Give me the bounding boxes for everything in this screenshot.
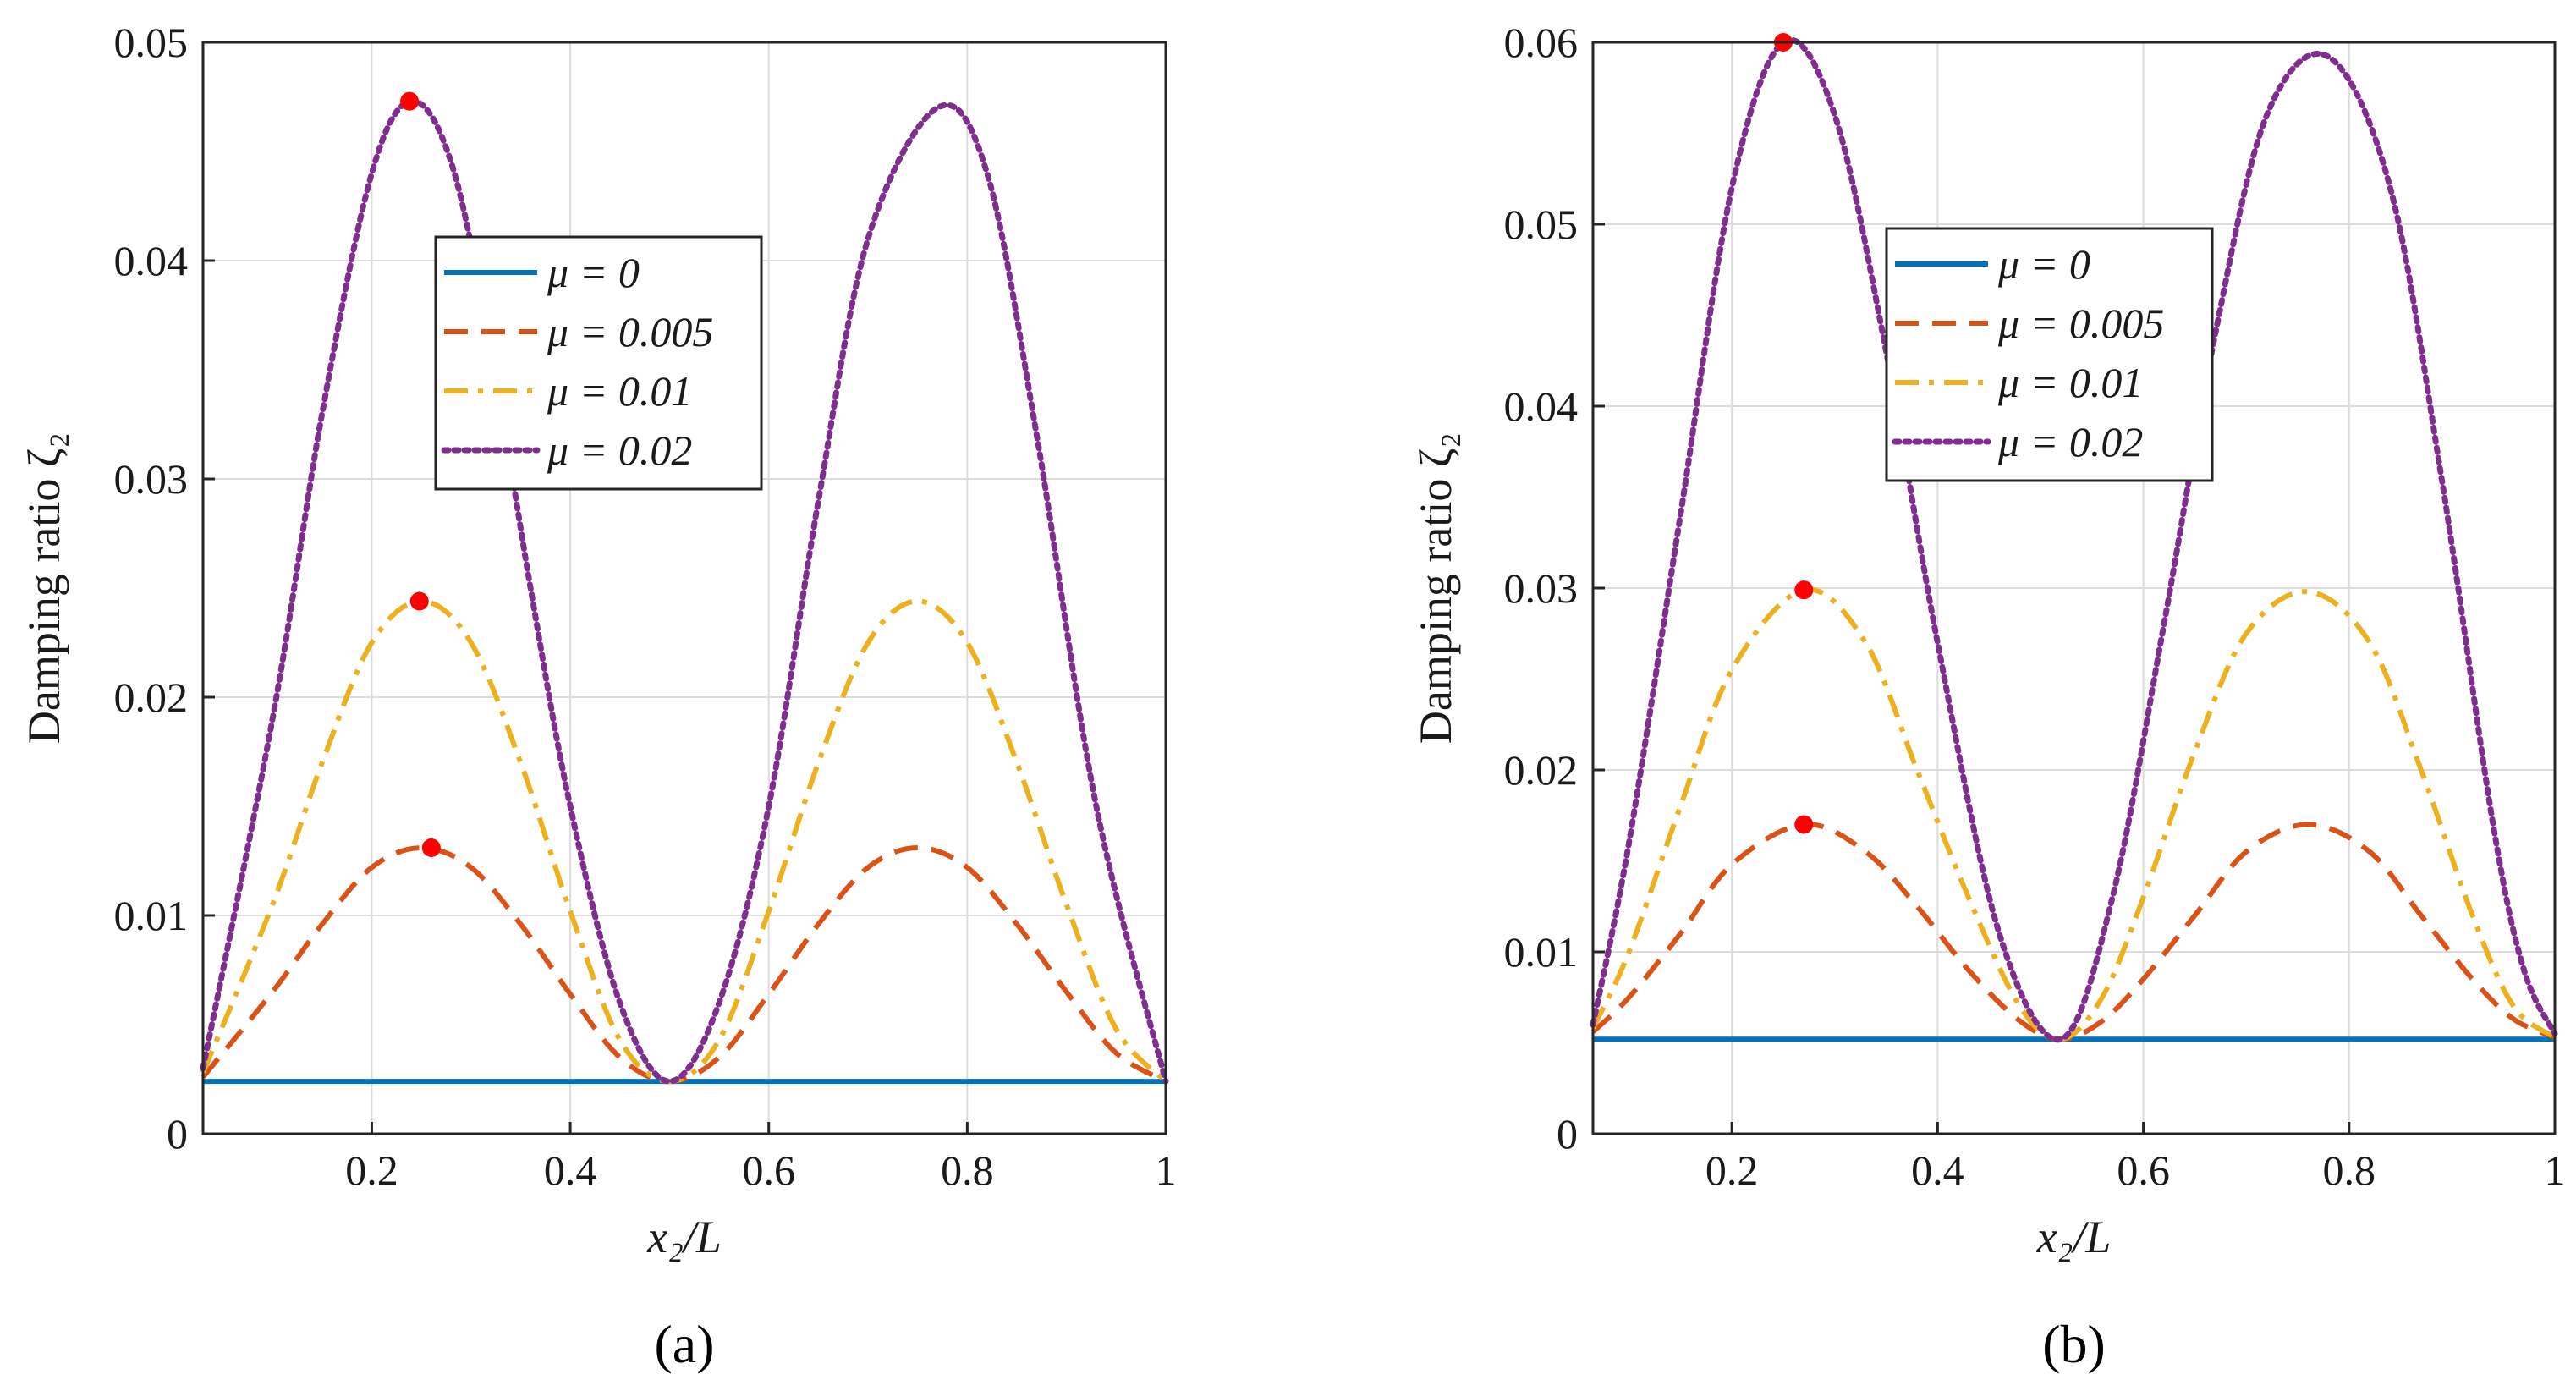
x-tick-label: 0.2 [1705,1146,1759,1194]
legend-entry-label: μ = 0.005 [1997,300,2164,347]
x-tick-label: 1 [1156,1146,1177,1194]
peak-marker [1794,815,1814,834]
chart-panel-b: 0.2 0.4 0.6 0.8 1 0 0.01 0.02 0.03 0.04 0.05 0.06 x… [1410,19,2566,1374]
y-tick-label: 0.06 [1504,19,1579,66]
x-tick-label: 0.4 [544,1146,597,1194]
grid-a [203,41,1167,1135]
peak-marker [400,91,420,111]
x-axis-label-a: x₂/L [646,1212,722,1262]
legend-entry-label: μ = 0 [547,249,640,296]
peak-marker [1794,580,1814,600]
legend-a: μ = 0 μ = 0.005 μ = 0.01 μ = 0.02 [434,235,763,491]
legend-entry-label: μ = 0.005 [547,308,713,355]
legend-entry-label: μ = 0.01 [1997,359,2143,406]
legend-b: μ = 0 μ = 0.005 μ = 0.01 μ = 0.02 [1885,227,2214,482]
y-tick-label: 0.01 [114,892,189,939]
chart-panel-a: 0.2 0.4 0.6 0.8 100.010.020.030.040.05 x₂/L … [19,19,1177,1374]
x-axis-label-b: x₂/L [2036,1212,2112,1262]
legend-entry-label: μ = 0.01 [547,367,692,415]
legend-box [1885,227,2214,482]
y-tick-label: 0.04 [114,237,189,284]
y-tick-label: 0.01 [1504,928,1579,976]
series-line-1 [200,845,1167,1085]
y-tick-label: 0.05 [114,19,189,66]
y-tick-label: 0 [1557,1110,1578,1157]
peak-marker [409,591,429,611]
y-tick-label: 0.03 [114,455,189,503]
x-tick-label: 1 [2545,1146,2566,1194]
y-tick-label: 0.04 [1504,382,1579,430]
peak-markers-b [1773,33,1814,834]
x-tick-label: 0.8 [941,1146,994,1194]
plot-frame-a [201,41,1167,1135]
series-line-1 [1590,822,2557,1042]
tick-labels-a: 0.2 0.4 0.6 0.8 1 0 0.01 0.02 0.03 0.04 0.05 [114,19,1177,1194]
y-axis-label-a: Damping ratio ζ₂ [19,432,69,744]
tick-labels-b: 0.2 0.4 0.6 0.8 1 0 0.01 0.02 0.03 0.04 0.05 0.06 [1504,19,2566,1194]
x-tick-label: 0.6 [2117,1146,2170,1194]
y-tick-label: 0.03 [1504,564,1579,612]
y-tick-label: 0.02 [114,674,189,721]
x-tick-label: 0.6 [742,1146,795,1194]
y-tick-label: 0.05 [1504,201,1579,248]
peak-marker [421,838,441,858]
series-line-3 [200,98,1169,1085]
x-tick-label: 0.8 [2323,1146,2376,1194]
legend-entry-label: μ = 0 [1997,240,2090,288]
panel-label-a: (a) [654,1314,714,1374]
y-tick-label: 0.02 [1504,746,1579,794]
series-line-3 [1590,36,2558,1043]
panel-label-b: (b) [2042,1314,2106,1374]
legend-entry-label: μ = 0.02 [547,426,692,474]
series-line-2 [1590,586,2557,1042]
legend-entry-label: μ = 0.02 [1997,418,2143,465]
y-axis-label-b: Damping ratio ζ₂ [1410,432,1461,744]
legend-box [434,235,763,491]
series-line-2 [200,598,1168,1085]
grid-b [1593,41,2556,1135]
series-group-a [200,98,1169,1085]
series-group-b [1590,36,2558,1043]
x-tick-label: 0.2 [345,1146,398,1194]
y-tick-label: 0 [167,1110,188,1157]
peak-markers-a [400,91,441,858]
x-tick-label: 0.4 [1911,1146,1964,1194]
